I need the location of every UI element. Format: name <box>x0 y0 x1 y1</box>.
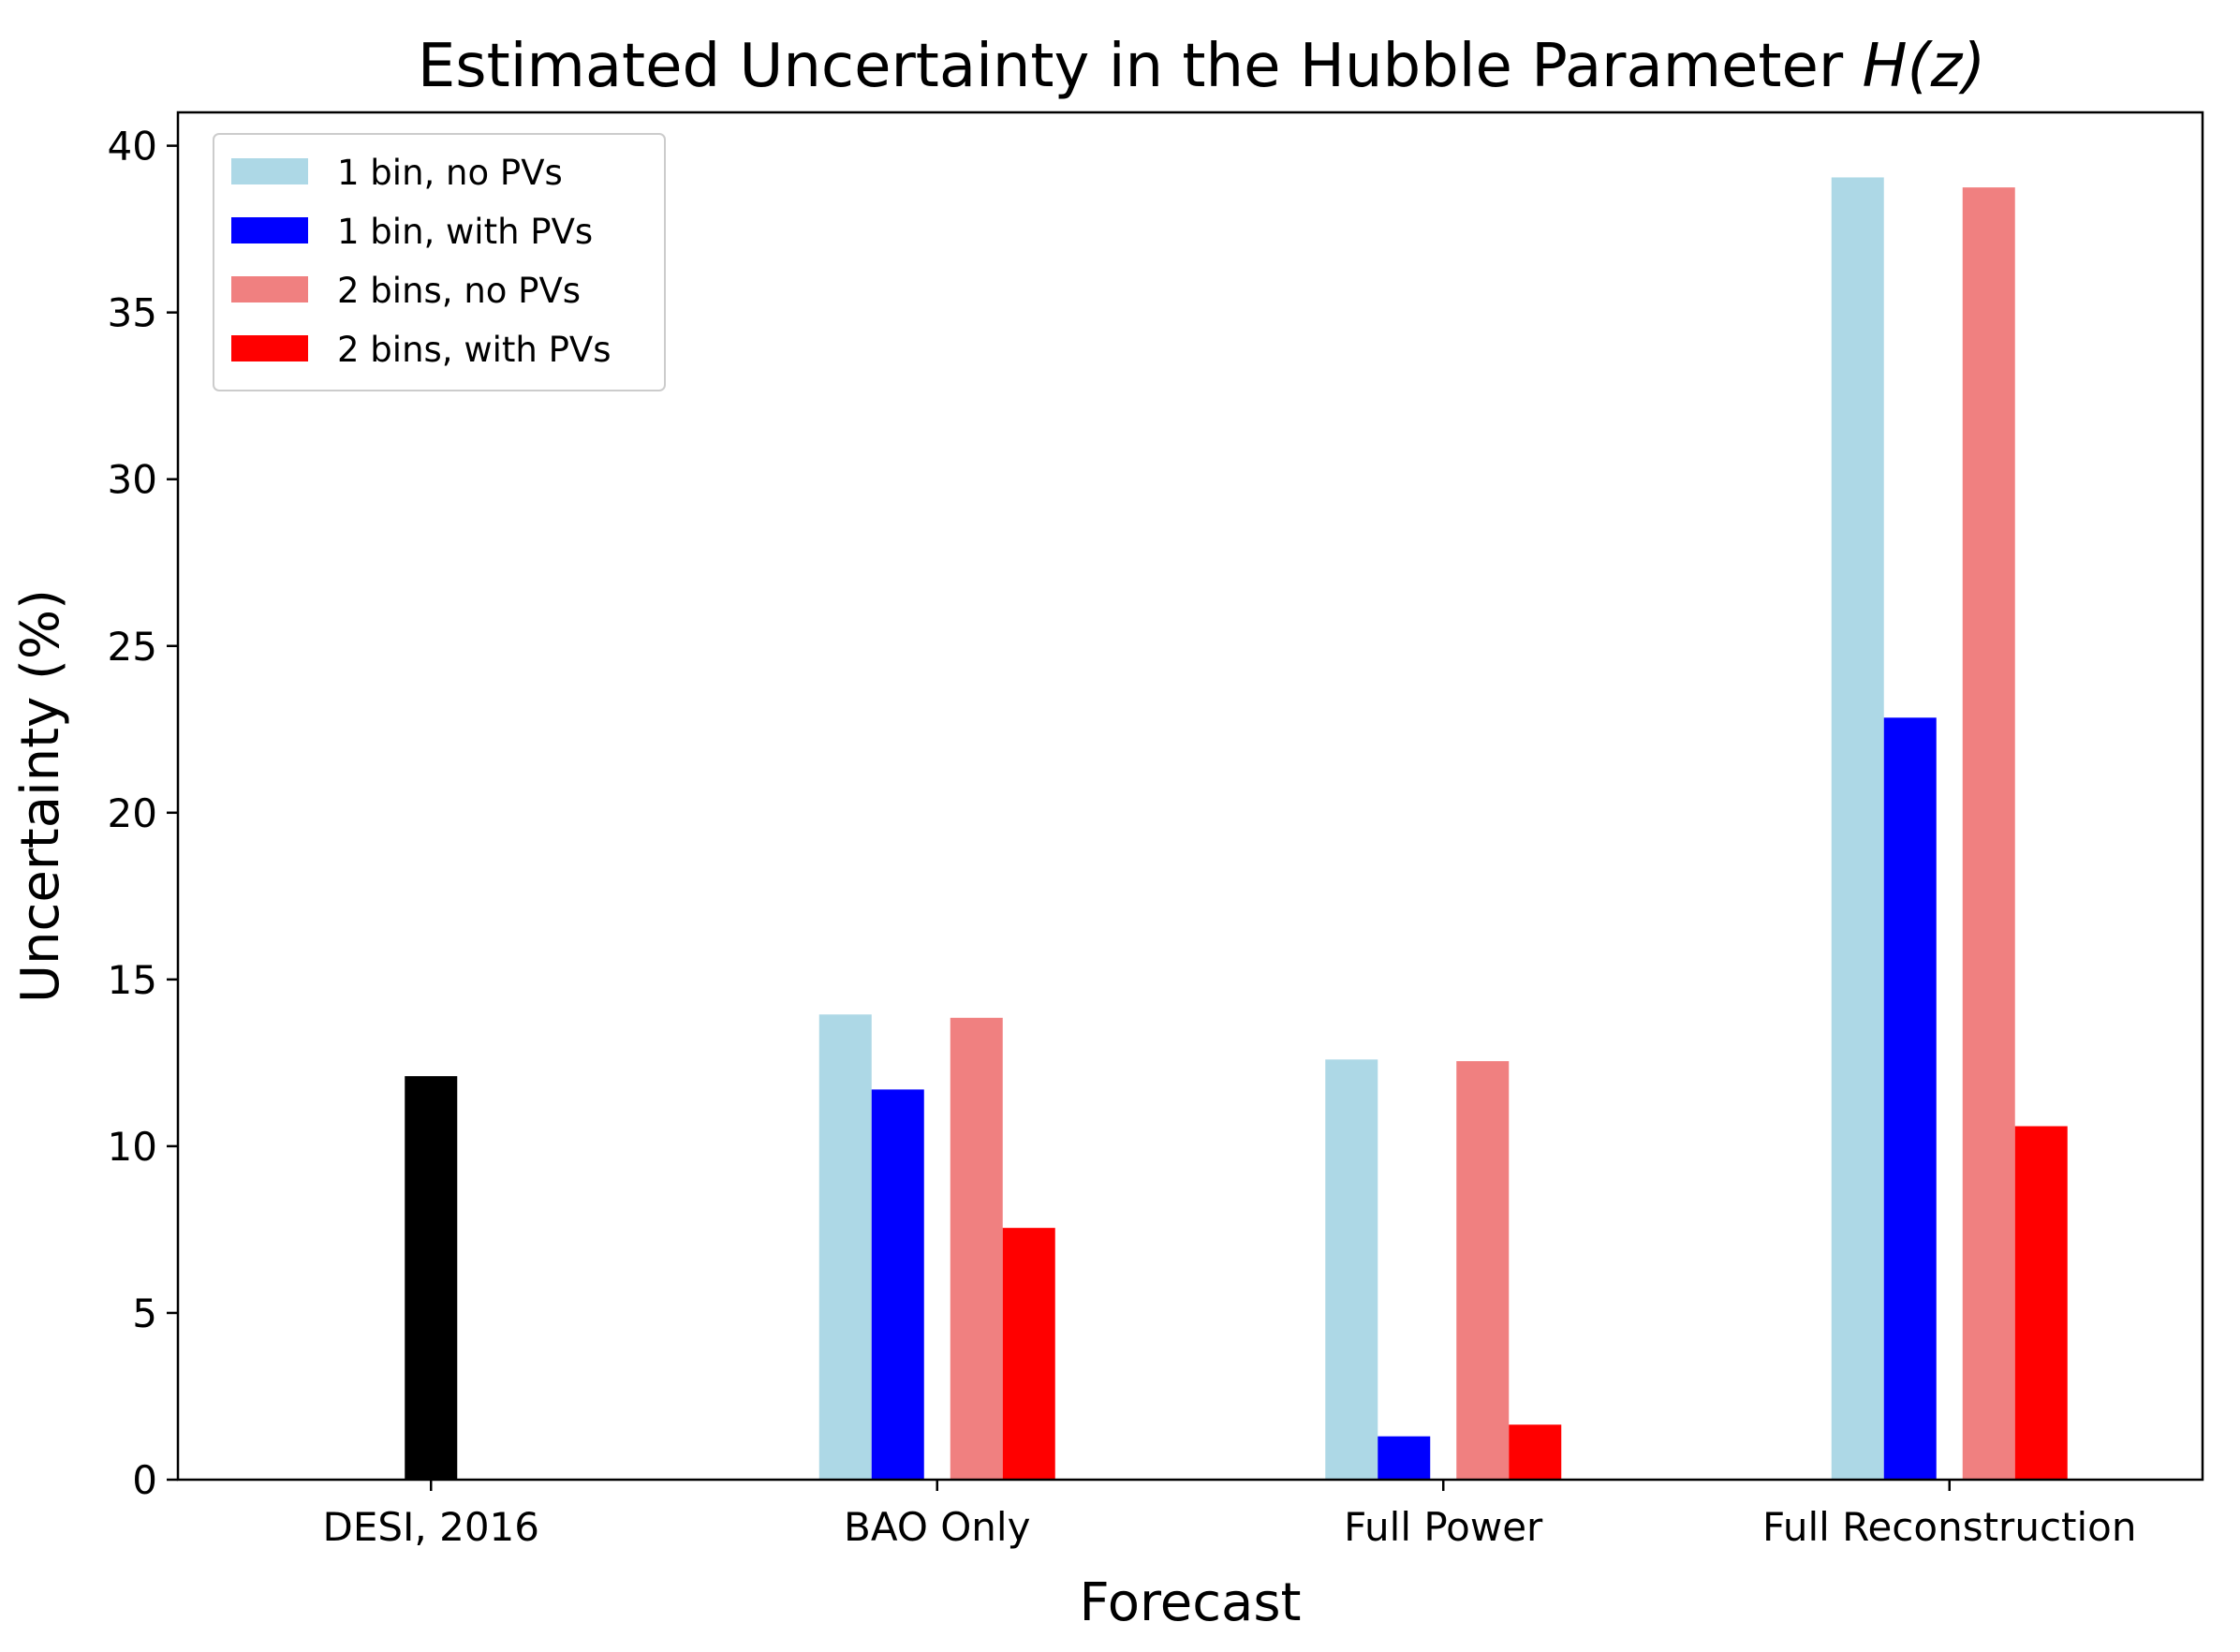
y-tick-label: 0 <box>132 1457 157 1503</box>
x-tick-label-desi-2016: DESI, 2016 <box>322 1504 539 1550</box>
bars-layer <box>405 177 2068 1481</box>
legend-swatch-2-bins-with-pvs <box>231 335 308 361</box>
x-tick-label-full-power: Full Power <box>1344 1504 1543 1550</box>
bar-1-bin-with-pvs-full-reconstruction <box>1883 717 1937 1480</box>
x-tick-label-full-reconstruction: Full Reconstruction <box>1762 1504 2137 1550</box>
legend-label-1-bin-with-pvs: 1 bin, with PVs <box>337 212 593 252</box>
bar-desi-2016 <box>405 1076 458 1480</box>
bar-1-bin-no-pvs-full-power <box>1325 1059 1378 1480</box>
plot-area-frame <box>176 111 2204 1482</box>
legend-swatch-1-bin-with-pvs <box>231 217 308 243</box>
y-tick-label: 35 <box>108 290 157 336</box>
bar-1-bin-with-pvs-full-power <box>1378 1436 1431 1480</box>
y-tick-label: 20 <box>108 790 157 836</box>
x-tick-label-bao-only: BAO Only <box>844 1504 1030 1550</box>
legend-label-2-bins-no-pvs: 2 bins, no PVs <box>337 271 581 311</box>
y-tick-label: 30 <box>108 457 157 503</box>
bar-2-bins-with-pvs-bao-only <box>1002 1228 1055 1480</box>
bar-2-bins-with-pvs-full-reconstruction <box>2014 1126 2068 1480</box>
y-tick-label: 40 <box>108 124 157 170</box>
y-tick-label: 15 <box>108 957 157 1003</box>
chart-title-math: H(z) <box>1863 32 1986 101</box>
y-axis-label: Uncertainty (%) <box>10 589 71 1003</box>
bar-1-bin-no-pvs-full-reconstruction <box>1831 177 1884 1481</box>
bar-2-bins-no-pvs-bao-only <box>950 1017 1003 1480</box>
legend: 1 bin, no PVs 1 bin, with PVs 2 bins, no P… <box>213 133 666 391</box>
chart-title: Estimated Uncertainty in the Hubble Para… <box>418 32 1985 101</box>
legend-swatch-1-bin-no-pvs <box>231 158 308 184</box>
x-axis-label: Forecast <box>1080 1572 1302 1633</box>
y-tick-label: 25 <box>108 624 157 670</box>
legend-label-1-bin-no-pvs: 1 bin, no PVs <box>337 153 563 193</box>
bar-1-bin-no-pvs-bao-only <box>818 1014 872 1480</box>
legend-box <box>213 133 666 391</box>
y-tick-label: 5 <box>132 1291 157 1336</box>
legend-label-2-bins-with-pvs: 2 bins, with PVs <box>337 330 611 370</box>
y-tick-label: 10 <box>108 1124 157 1170</box>
bar-2-bins-no-pvs-full-reconstruction <box>1962 187 2015 1480</box>
x-axis-ticks: DESI, 2016 BAO Only Full Power Full Reconst… <box>322 1480 2137 1550</box>
bar-2-bins-no-pvs-full-power <box>1456 1061 1510 1480</box>
chart-title-text: Estimated Uncertainty in the Hubble Para… <box>418 32 1844 101</box>
bar-2-bins-with-pvs-full-power <box>1509 1424 1562 1480</box>
legend-swatch-2-bins-no-pvs <box>231 276 308 302</box>
bar-1-bin-with-pvs-bao-only <box>871 1089 924 1480</box>
y-axis-ticks: 0 5 10 15 20 25 30 35 40 <box>108 124 178 1503</box>
